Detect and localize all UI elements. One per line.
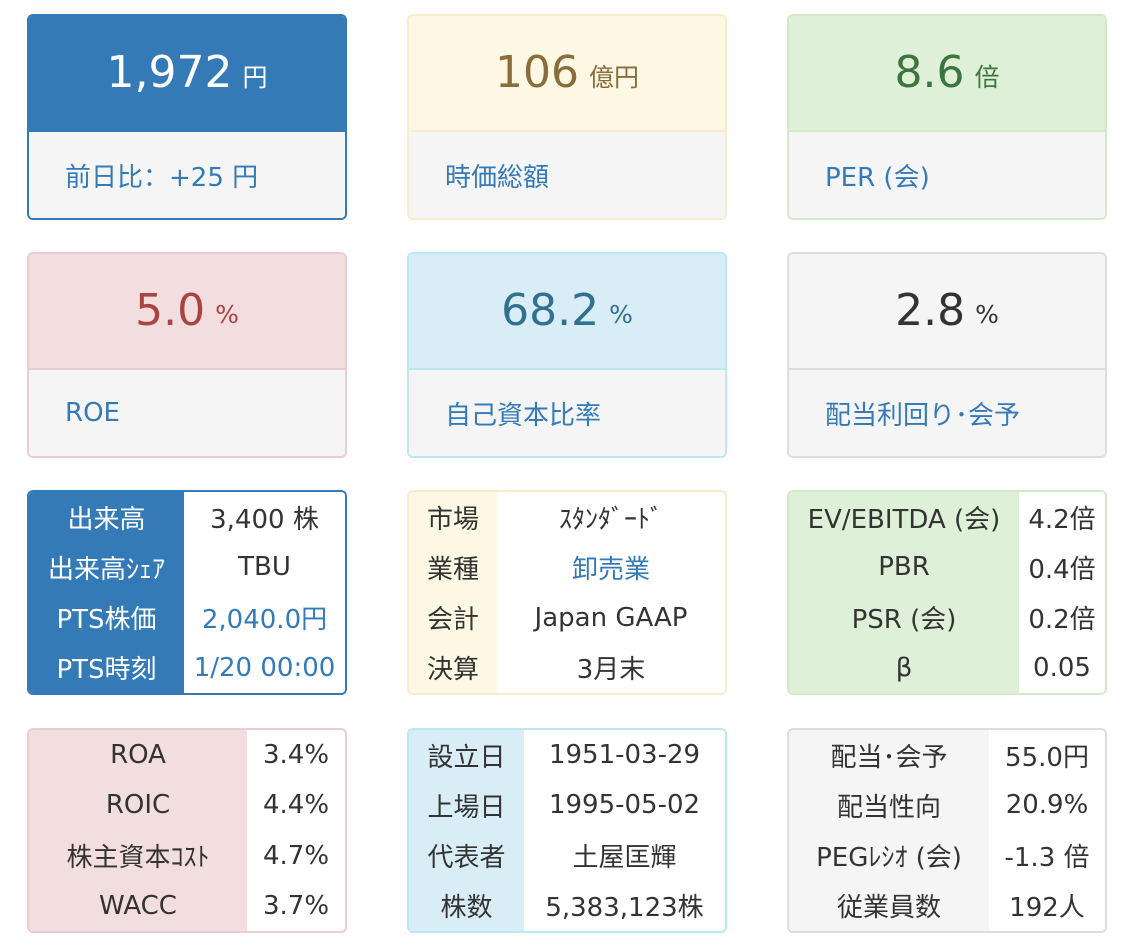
equity-ratio-value-box: 68.2 % bbox=[409, 254, 725, 370]
dividend-labels: 配当･会予 配当性向 PEGﾚｼｵ (会) 従業員数 bbox=[789, 730, 989, 931]
market-cap-panel: 106 億円 時価総額 bbox=[407, 14, 727, 220]
market-cap-unit: 億円 bbox=[588, 63, 639, 92]
representative-label: 代表者 bbox=[427, 843, 506, 874]
dividend-forecast-value: 55.0円 bbox=[1005, 742, 1089, 773]
industry-label: 業種 bbox=[426, 554, 479, 585]
ev-ebitda-label: EV/EBITDA (会) bbox=[807, 504, 1001, 535]
dividend-yield-value: 2.8 bbox=[895, 285, 966, 336]
listed-label: 上場日 bbox=[427, 792, 506, 823]
cost-of-equity-value: 4.7% bbox=[262, 840, 330, 871]
price-change-label: 前日比：+25 円 bbox=[29, 132, 345, 218]
pbr-value: 0.4倍 bbox=[1028, 554, 1096, 585]
wacc-value: 3.7% bbox=[262, 890, 330, 921]
returns-values: 3.4% 4.4% 4.7% 3.7% bbox=[247, 730, 345, 931]
market-cap-value: 106 bbox=[495, 47, 579, 98]
dividend-yield-label: 配当利回り･会予 bbox=[789, 370, 1105, 456]
founded-label: 設立日 bbox=[427, 742, 506, 773]
psr-value: 0.2倍 bbox=[1028, 605, 1096, 636]
founded-value: 1951-03-29 bbox=[548, 740, 701, 771]
payout-ratio-label: 配当性向 bbox=[836, 792, 941, 823]
peg-ratio-value: -1.3 倍 bbox=[1004, 843, 1090, 874]
listed-value: 1995-05-02 bbox=[548, 790, 701, 821]
roic-value: 4.4% bbox=[262, 790, 330, 821]
representative-value: 土屋匡輝 bbox=[572, 843, 677, 874]
roa-label: ROA bbox=[110, 740, 166, 771]
price-panel: 1,972 円 前日比：+25 円 bbox=[27, 14, 347, 220]
payout-ratio-value: 20.9% bbox=[1005, 790, 1089, 821]
valuation-values: 4.2倍 0.4倍 0.2倍 0.05 bbox=[1019, 492, 1105, 693]
price-value: 1,972 bbox=[106, 47, 233, 98]
equity-ratio-value: 68.2 bbox=[501, 285, 600, 336]
company-values: ｽﾀﾝﾀﾞｰﾄﾞ 卸売業 Japan GAAP 3月末 bbox=[497, 492, 725, 693]
profile-values: 1951-03-29 1995-05-02 土屋匡輝 5,383,123株 bbox=[524, 730, 725, 931]
equity-ratio-panel: 68.2 % 自己資本比率 bbox=[407, 252, 727, 458]
volume-share-value: TBU bbox=[238, 552, 291, 583]
roic-label: ROIC bbox=[105, 790, 171, 821]
volume-value: 3,400 株 bbox=[210, 504, 319, 535]
pts-price-label: PTS株価 bbox=[56, 605, 157, 636]
cost-of-equity-label: 株主資本ｺｽﾄ bbox=[66, 843, 210, 874]
trading-values: 3,400 株 TBU 2,040.0円 1/20 00:00 bbox=[184, 492, 345, 693]
per-label: PER (会) bbox=[789, 132, 1105, 218]
accounting-value: Japan GAAP bbox=[534, 602, 688, 633]
returns-table: ROA ROIC 株主資本ｺｽﾄ WACC 3.4% 4.4% 4.7% 3.7… bbox=[27, 728, 347, 933]
trading-labels: 出来高 出来高ｼｪｱ PTS株価 PTS時刻 bbox=[29, 492, 184, 693]
valuation-labels: EV/EBITDA (会) PBR PSR (会) β bbox=[789, 492, 1019, 693]
peg-ratio-label: PEGﾚｼｵ (会) bbox=[816, 843, 962, 874]
pts-time-label: PTS時刻 bbox=[56, 655, 157, 686]
per-value: 8.6 bbox=[894, 47, 965, 98]
market-cap-label: 時価総額 bbox=[409, 132, 725, 218]
dividend-yield-value-box: 2.8 % bbox=[789, 254, 1105, 370]
market-cap-value-box: 106 億円 bbox=[409, 16, 725, 132]
dividend-values: 55.0円 20.9% -1.3 倍 192人 bbox=[989, 730, 1105, 931]
employees-label: 従業員数 bbox=[836, 893, 941, 924]
psr-label: PSR (会) bbox=[851, 605, 957, 636]
price-unit: 円 bbox=[242, 63, 268, 92]
roe-unit: % bbox=[215, 299, 239, 329]
profile-labels: 設立日 上場日 代表者 株数 bbox=[409, 730, 524, 931]
beta-label: β bbox=[895, 652, 913, 683]
industry-link[interactable]: 卸売業 bbox=[571, 554, 650, 585]
company-labels: 市場 業種 会計 決算 bbox=[409, 492, 497, 693]
roe-panel: 5.0 % ROE bbox=[27, 252, 347, 458]
shares-value: 5,383,123株 bbox=[545, 893, 704, 924]
pbr-label: PBR bbox=[878, 552, 930, 583]
ev-ebitda-value: 4.2倍 bbox=[1028, 504, 1096, 535]
price-value-box: 1,972 円 bbox=[29, 16, 345, 132]
roe-label: ROE bbox=[29, 370, 345, 456]
dividend-table: 配当･会予 配当性向 PEGﾚｼｵ (会) 従業員数 55.0円 20.9% -… bbox=[787, 728, 1107, 933]
volume-label: 出来高 bbox=[67, 504, 146, 535]
accounting-label: 会計 bbox=[426, 605, 479, 636]
fiscal-label: 決算 bbox=[426, 655, 479, 686]
volume-share-label: 出来高ｼｪｱ bbox=[47, 554, 165, 585]
profile-table: 設立日 上場日 代表者 株数 1951-03-29 1995-05-02 土屋匡… bbox=[407, 728, 727, 933]
pts-time-link[interactable]: 1/20 00:00 bbox=[193, 652, 336, 683]
valuation-table: EV/EBITDA (会) PBR PSR (会) β 4.2倍 0.4倍 0.… bbox=[787, 490, 1107, 695]
returns-labels: ROA ROIC 株主資本ｺｽﾄ WACC bbox=[29, 730, 247, 931]
trading-table: 出来高 出来高ｼｪｱ PTS株価 PTS時刻 3,400 株 TBU 2,040… bbox=[27, 490, 347, 695]
market-label: 市場 bbox=[426, 504, 479, 535]
roe-value-box: 5.0 % bbox=[29, 254, 345, 370]
roa-value: 3.4% bbox=[262, 740, 330, 771]
equity-ratio-unit: % bbox=[609, 299, 633, 329]
dividend-yield-panel: 2.8 % 配当利回り･会予 bbox=[787, 252, 1107, 458]
per-unit: 倍 bbox=[974, 63, 1000, 92]
market-value: ｽﾀﾝﾀﾞｰﾄﾞ bbox=[558, 504, 663, 535]
equity-ratio-label: 自己資本比率 bbox=[409, 370, 725, 456]
employees-value: 192人 bbox=[1009, 893, 1085, 924]
dividend-forecast-label: 配当･会予 bbox=[830, 742, 948, 773]
company-table: 市場 業種 会計 決算 ｽﾀﾝﾀﾞｰﾄﾞ 卸売業 Japan GAAP 3月末 bbox=[407, 490, 727, 695]
beta-value: 0.05 bbox=[1033, 652, 1091, 683]
per-panel: 8.6 倍 PER (会) bbox=[787, 14, 1107, 220]
fiscal-value: 3月末 bbox=[576, 655, 646, 686]
shares-label: 株数 bbox=[440, 893, 493, 924]
per-value-box: 8.6 倍 bbox=[789, 16, 1105, 132]
dividend-yield-unit: % bbox=[975, 299, 999, 329]
pts-price-link[interactable]: 2,040.0円 bbox=[201, 605, 328, 636]
roe-value: 5.0 bbox=[135, 285, 206, 336]
wacc-label: WACC bbox=[99, 890, 177, 921]
